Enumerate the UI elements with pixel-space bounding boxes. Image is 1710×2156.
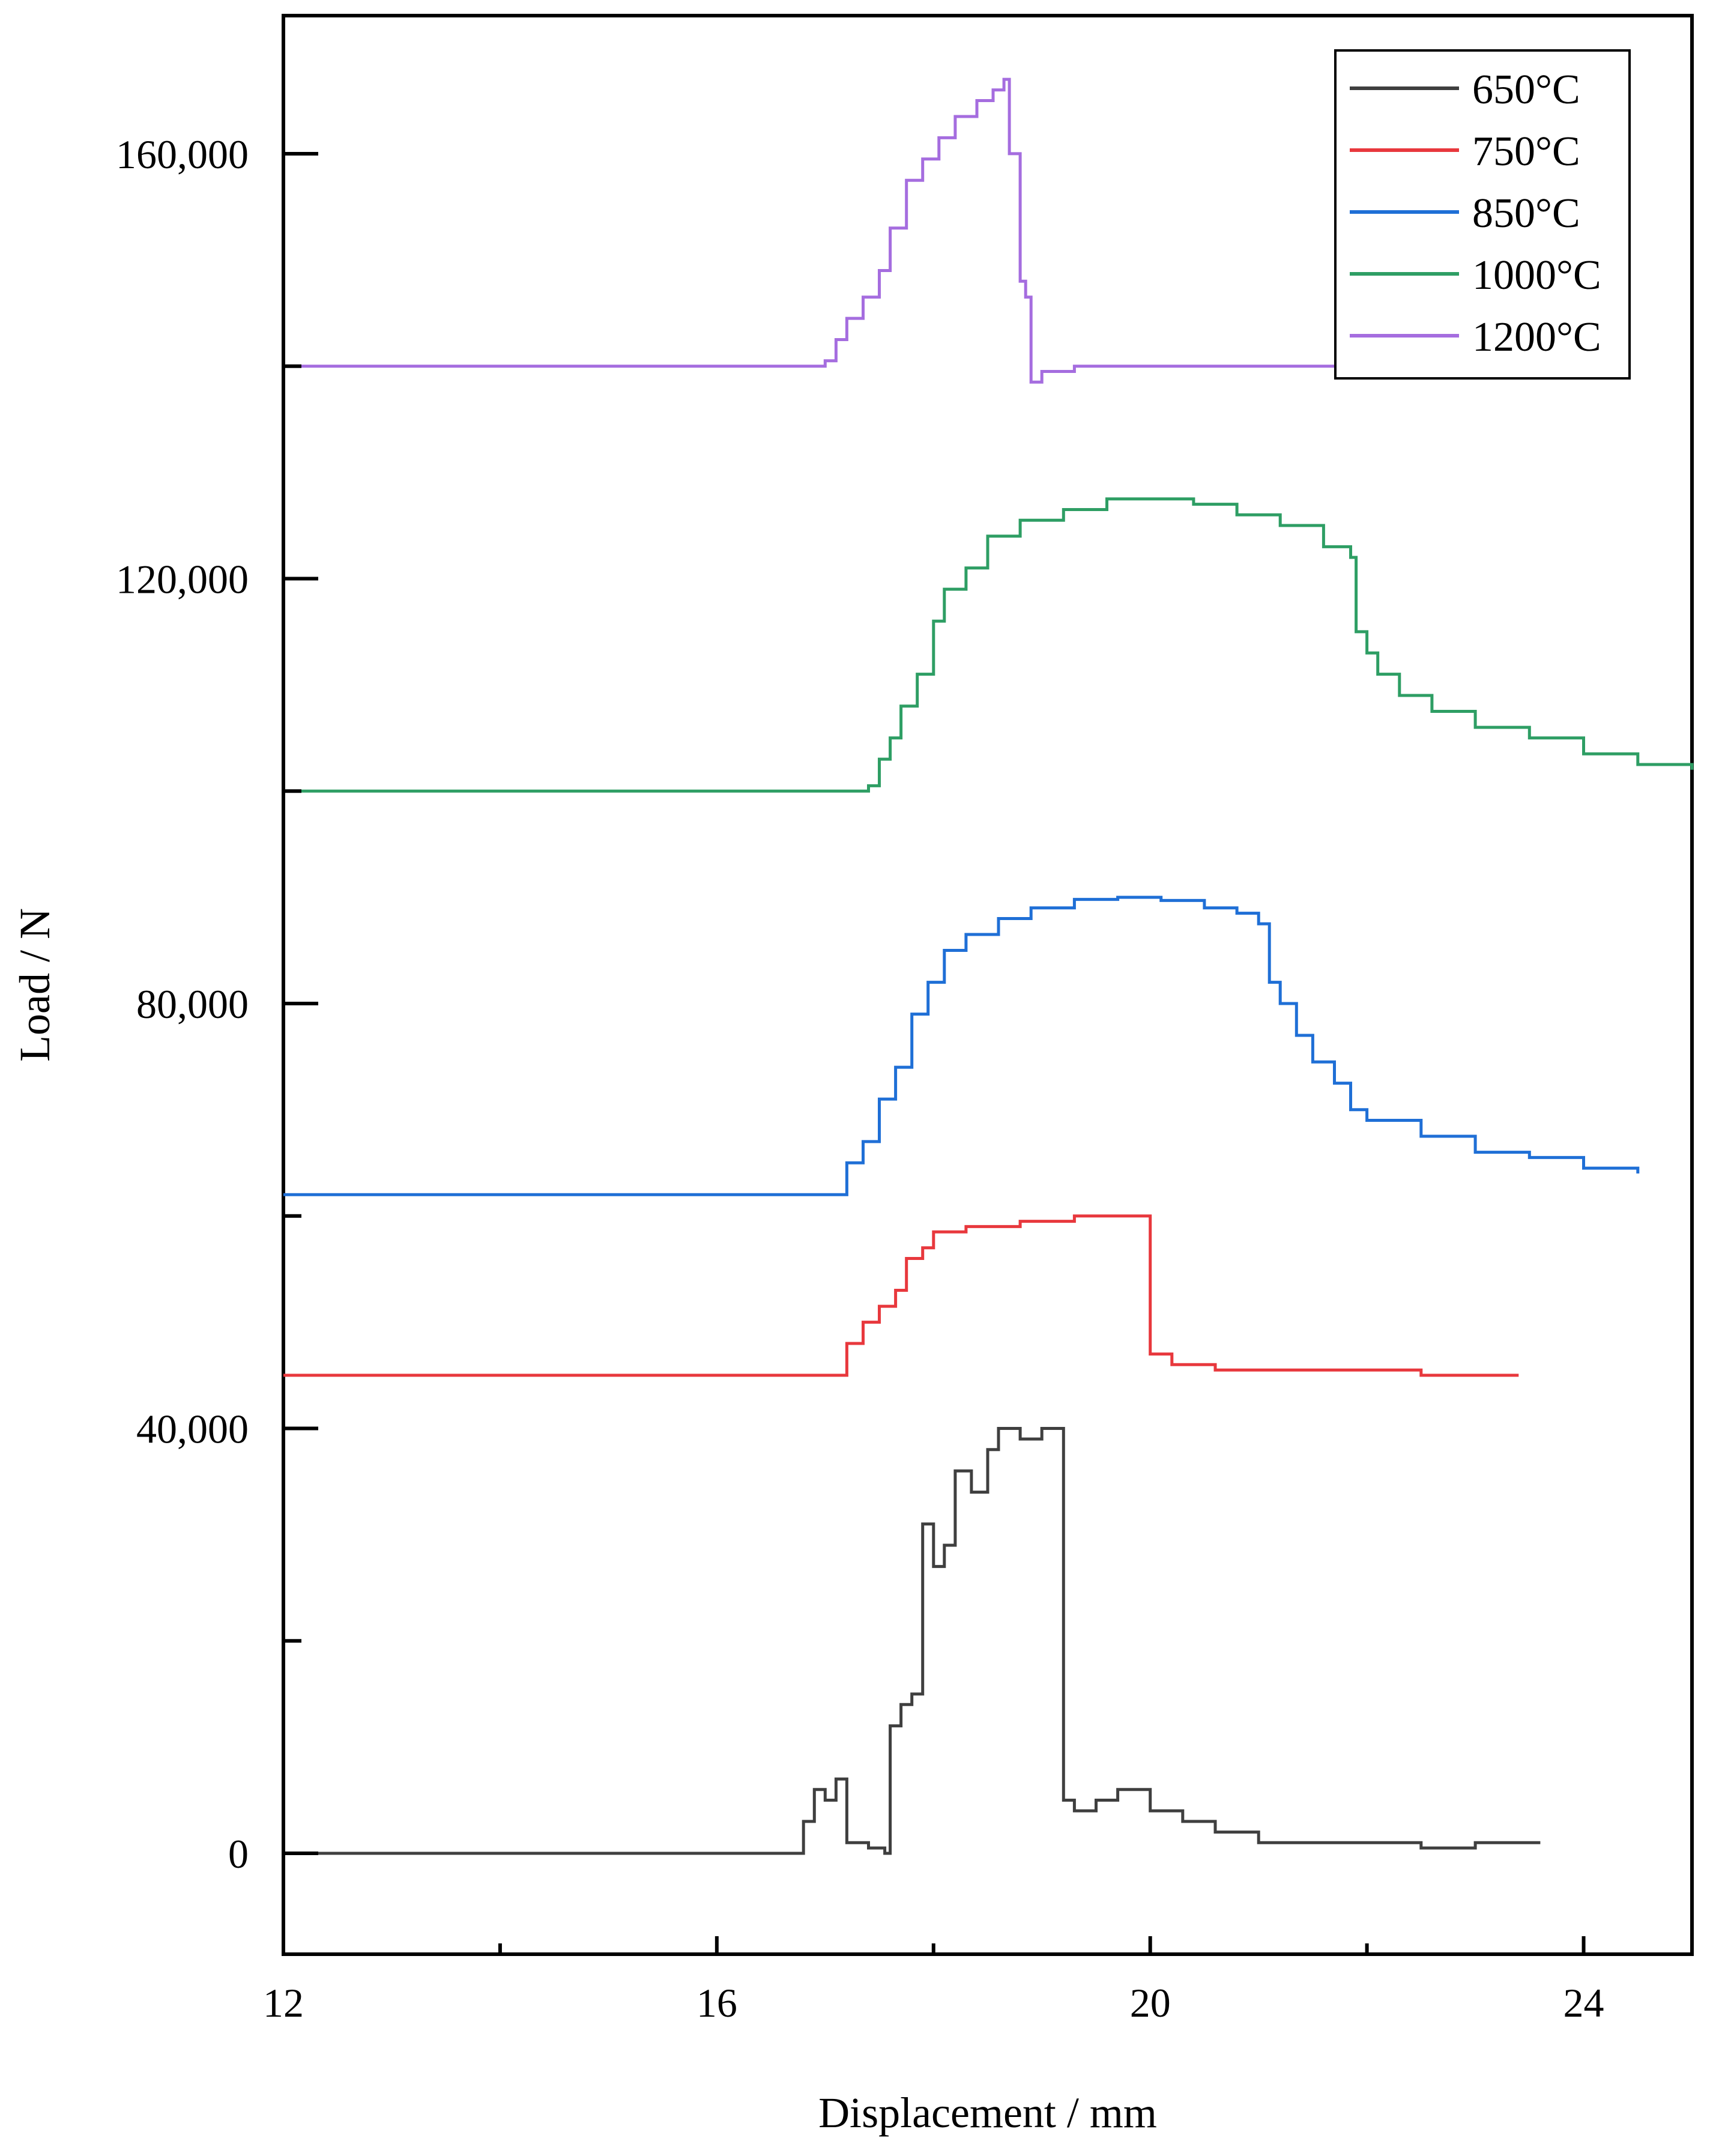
legend-label: 750°C	[1472, 129, 1580, 175]
y-axis-title: Load / N	[11, 908, 59, 1062]
y-tick-label: 40,000	[136, 1406, 249, 1452]
series-line	[283, 497, 1694, 793]
legend-label: 650°C	[1472, 67, 1580, 113]
y-tick-label: 80,000	[136, 981, 249, 1027]
y-tick-label: 0	[228, 1831, 249, 1877]
legend-label: 1200°C	[1472, 314, 1601, 360]
series-line	[283, 77, 1508, 384]
x-axis-title: Displacement / mm	[818, 2089, 1157, 2137]
legend-label: 1000°C	[1472, 252, 1601, 298]
series-layer	[283, 77, 1694, 1855]
legend: 650°C 750°C 850°C 1000°C 1200°C	[1334, 49, 1631, 380]
plot-frame	[282, 14, 1694, 1956]
legend-label: 850°C	[1472, 190, 1580, 237]
x-tick-label: 16	[696, 1980, 737, 2026]
x-tick-label: 24	[1563, 1980, 1604, 2026]
axes: 12 16 20 24 0 40,000 80,000 120,000 160,000	[116, 132, 1604, 2026]
x-tick-label: 12	[263, 1980, 304, 2026]
series-line	[283, 895, 1640, 1196]
series-line	[283, 1214, 1519, 1377]
legend-box	[1334, 49, 1631, 380]
x-tick-label: 20	[1130, 1980, 1171, 2026]
series-line	[283, 1427, 1541, 1855]
y-tick-label: 160,000	[116, 132, 249, 177]
y-tick-label: 120,000	[116, 556, 249, 602]
